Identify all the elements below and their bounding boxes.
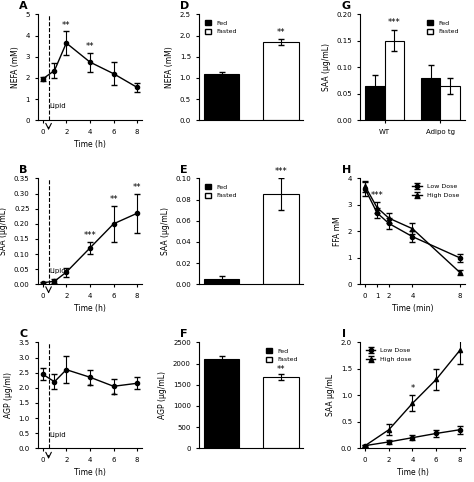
Text: **: ** <box>86 42 94 52</box>
Text: **: ** <box>276 365 285 374</box>
X-axis label: Time (h): Time (h) <box>74 304 106 313</box>
Text: Lipid: Lipid <box>50 432 66 438</box>
Text: I: I <box>342 329 346 339</box>
Text: Lipid*: Lipid* <box>50 268 70 274</box>
Legend: Low Dose, High dose: Low Dose, High dose <box>364 346 414 364</box>
X-axis label: Time (h): Time (h) <box>74 140 106 149</box>
Bar <box>204 279 239 284</box>
Text: ***: *** <box>371 191 383 201</box>
Text: **: ** <box>133 183 142 192</box>
Legend: Fed, Fasted: Fed, Fasted <box>264 346 300 365</box>
Text: **: ** <box>276 28 285 37</box>
Text: *: * <box>410 384 415 393</box>
Text: *: * <box>88 383 92 392</box>
Y-axis label: SAA (μg/mL): SAA (μg/mL) <box>161 207 170 255</box>
Y-axis label: NEFA (mM): NEFA (mM) <box>165 46 174 88</box>
Text: G: G <box>342 1 351 11</box>
Text: ***: *** <box>388 18 401 27</box>
Bar <box>204 360 239 448</box>
Bar <box>263 194 299 284</box>
Bar <box>365 86 385 120</box>
Bar <box>263 42 299 120</box>
Text: **: ** <box>109 195 118 204</box>
Y-axis label: AGP (μg/ml): AGP (μg/ml) <box>4 373 13 418</box>
Y-axis label: SAA μg/mL: SAA μg/mL <box>326 375 335 416</box>
Text: **: ** <box>62 21 71 30</box>
Text: D: D <box>181 1 190 11</box>
Bar <box>263 377 299 448</box>
Bar <box>204 74 239 120</box>
Legend: Fed, Fasted: Fed, Fasted <box>202 17 239 37</box>
Y-axis label: SAA (μg/mL): SAA (μg/mL) <box>322 43 331 92</box>
Text: F: F <box>181 329 188 339</box>
Text: B: B <box>19 165 27 175</box>
Text: A: A <box>19 1 28 11</box>
Y-axis label: AGP (μg/mL): AGP (μg/mL) <box>158 371 167 419</box>
Y-axis label: SAA (μg/mL): SAA (μg/mL) <box>0 207 8 255</box>
Y-axis label: NEFA (mM): NEFA (mM) <box>10 46 19 88</box>
Text: Lipid: Lipid <box>50 103 66 108</box>
Text: ***: *** <box>274 167 287 176</box>
X-axis label: Time (h): Time (h) <box>74 468 106 477</box>
Legend: Fed, Fasted: Fed, Fasted <box>202 182 239 201</box>
Legend: Low Dose, High Dose: Low Dose, High Dose <box>410 182 461 201</box>
Bar <box>421 78 440 120</box>
Text: E: E <box>181 165 188 175</box>
Y-axis label: FFA mM: FFA mM <box>333 216 342 246</box>
Text: ***: *** <box>83 231 96 241</box>
Legend: Fed, Fasted: Fed, Fasted <box>425 17 461 37</box>
X-axis label: Time (h): Time (h) <box>397 468 428 477</box>
Bar <box>385 41 404 120</box>
X-axis label: Time (min): Time (min) <box>392 304 433 313</box>
Text: *: * <box>111 392 116 402</box>
Text: H: H <box>342 165 351 175</box>
Bar <box>440 86 460 120</box>
Text: C: C <box>19 329 27 339</box>
